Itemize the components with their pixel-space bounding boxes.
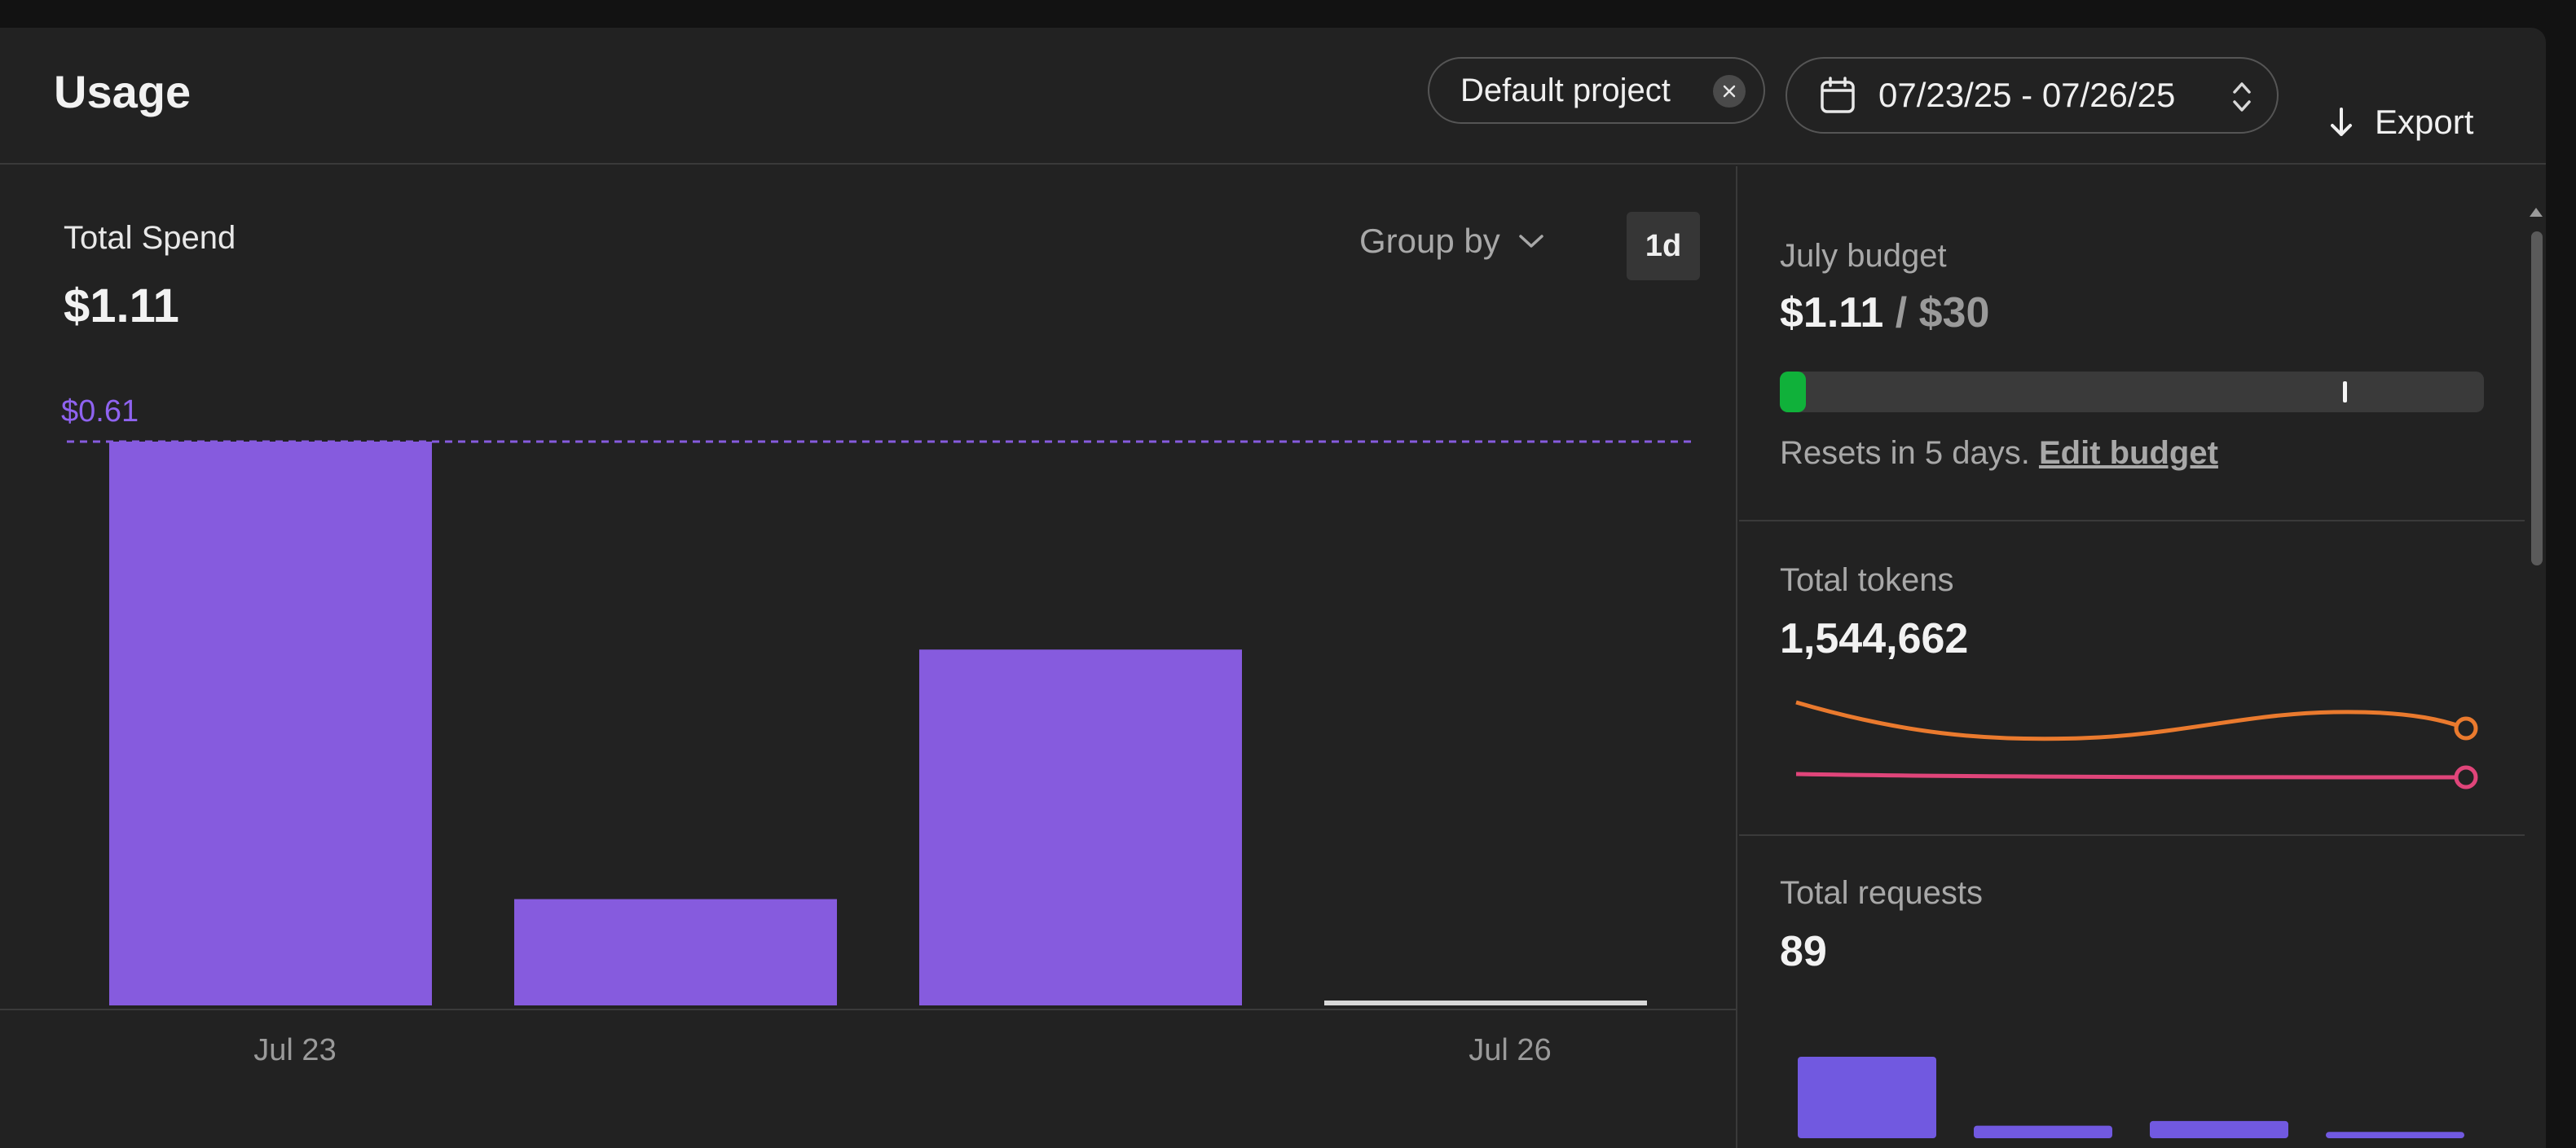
interval-toggle-1d[interactable]: 1d bbox=[1627, 212, 1700, 280]
close-icon[interactable] bbox=[1713, 75, 1746, 108]
resets-label: Resets in 5 days. bbox=[1780, 435, 2030, 471]
tokens-series-end-point-1 bbox=[2454, 716, 2478, 741]
requests-label: Total requests bbox=[1780, 875, 1984, 911]
export-button[interactable]: Export bbox=[2329, 96, 2473, 148]
date-range-picker[interactable]: 07/23/25 - 07/26/25 bbox=[1786, 57, 2279, 134]
tokens-sparkline bbox=[1795, 700, 2478, 790]
tokens-series-line-2 bbox=[1795, 772, 2467, 780]
chevron-down-icon bbox=[1518, 233, 1544, 249]
arrow-down-icon bbox=[2329, 107, 2354, 138]
divider bbox=[1739, 834, 2525, 836]
tokens-value: 1,544,662 bbox=[1780, 615, 1969, 662]
requests-bar[interactable] bbox=[2326, 1132, 2464, 1138]
budget-section: July budget $1.11 / $30 Resets in 5 days… bbox=[1739, 166, 2525, 492]
requests-value: 89 bbox=[1780, 928, 1827, 975]
header: Usage Default project 07/23/25 - 07/26/2… bbox=[0, 28, 2546, 165]
chart-bar[interactable] bbox=[109, 442, 432, 1005]
chevron-up-down-icon bbox=[2231, 80, 2252, 114]
tokens-series-line-1 bbox=[1795, 700, 2467, 741]
project-filter-chip[interactable]: Default project bbox=[1428, 57, 1765, 124]
project-chip-label: Default project bbox=[1460, 72, 1671, 108]
scrollbar[interactable] bbox=[2526, 174, 2546, 1148]
scrollbar-thumb[interactable] bbox=[2531, 231, 2543, 565]
budget-spent: $1.11 bbox=[1780, 289, 1884, 336]
requests-bar[interactable] bbox=[1974, 1125, 2112, 1138]
requests-bar[interactable] bbox=[2150, 1120, 2288, 1138]
budget-progress-fill bbox=[1780, 372, 1806, 412]
chart-bar[interactable] bbox=[1324, 1001, 1647, 1005]
chart-bar[interactable] bbox=[514, 899, 837, 1005]
group-by-label: Group by bbox=[1359, 222, 1500, 260]
requests-bar-chart bbox=[1798, 1057, 2464, 1138]
tokens-section: Total tokens 1,544,662 bbox=[1739, 521, 2525, 834]
budget-label: July budget bbox=[1780, 238, 1947, 274]
total-spend-value: $1.11 bbox=[64, 279, 179, 332]
spend-bar-chart: Jul 23 Jul 26 bbox=[67, 440, 1692, 1067]
x-tick-label: Jul 23 bbox=[253, 1033, 336, 1067]
requests-bar[interactable] bbox=[1798, 1057, 1936, 1138]
scroll-up-icon[interactable] bbox=[2528, 205, 2544, 218]
date-range-label: 07/23/25 - 07/26/25 bbox=[1878, 76, 2176, 114]
group-by-dropdown[interactable]: Group by bbox=[1359, 222, 1544, 261]
budget-separator: / bbox=[1895, 289, 1908, 336]
total-spend-label: Total Spend bbox=[64, 220, 236, 256]
calendar-icon bbox=[1820, 77, 1856, 114]
tokens-label: Total tokens bbox=[1780, 562, 1954, 598]
spend-chart-card: Total Spend $1.11 Group by 1d $0.61 Jul … bbox=[0, 166, 1737, 1148]
usage-panel: Usage Default project 07/23/25 - 07/26/2… bbox=[0, 28, 2546, 1148]
page-title: Usage bbox=[54, 66, 192, 117]
edit-budget-link[interactable]: Edit budget bbox=[2038, 435, 2218, 471]
tokens-series-end-point-2 bbox=[2454, 765, 2478, 790]
bottom-divider bbox=[0, 1009, 1737, 1010]
sidebar-metrics: July budget $1.11 / $30 Resets in 5 days… bbox=[1739, 166, 2525, 1148]
chart-bar[interactable] bbox=[919, 649, 1242, 1005]
divider bbox=[1739, 520, 2525, 521]
max-reference-label: $0.61 bbox=[61, 394, 139, 429]
x-tick-label: Jul 26 bbox=[1469, 1033, 1551, 1067]
budget-progress-bar bbox=[1780, 372, 2484, 412]
budget-threshold-marker bbox=[2343, 381, 2348, 402]
budget-total: $30 bbox=[1918, 289, 1990, 336]
budget-amount: $1.11 / $30 bbox=[1780, 288, 1989, 337]
requests-section: Total requests 89 bbox=[1739, 836, 2525, 1148]
export-label: Export bbox=[2375, 103, 2474, 141]
budget-reset-text: Resets in 5 days. Edit budget bbox=[1780, 435, 2218, 472]
